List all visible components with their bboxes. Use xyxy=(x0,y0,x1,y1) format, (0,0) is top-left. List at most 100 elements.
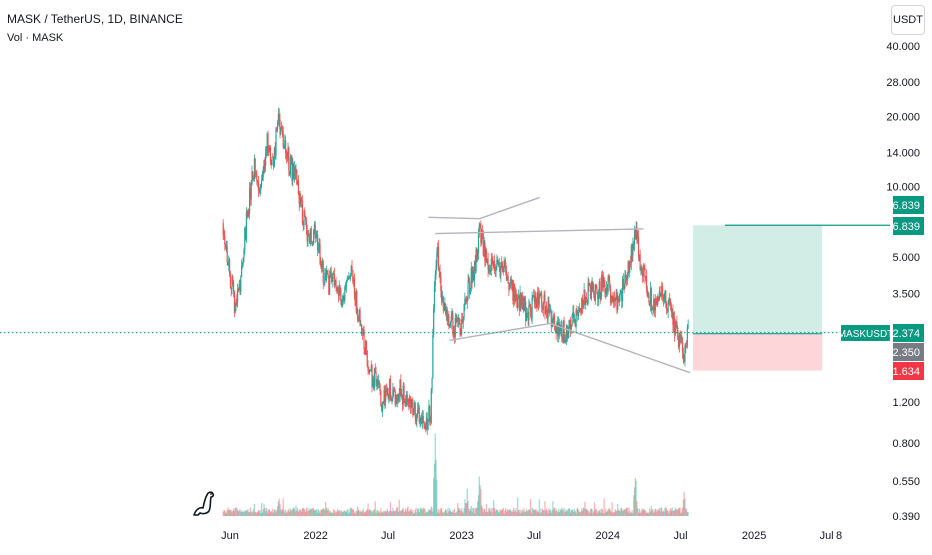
candle-body xyxy=(296,170,298,185)
volume-bar xyxy=(439,509,441,516)
volume-bar xyxy=(554,510,556,516)
candle-body xyxy=(658,291,660,301)
candle-body xyxy=(437,246,439,253)
volume-bar xyxy=(649,508,651,516)
volume-bar xyxy=(397,507,399,516)
candle-body xyxy=(319,243,321,264)
candle-body xyxy=(269,146,272,161)
candle-body xyxy=(684,346,686,362)
volume-bar xyxy=(441,508,443,516)
currency-button[interactable]: USDT xyxy=(891,5,925,35)
volume-bar xyxy=(568,508,570,516)
candle-body xyxy=(635,226,637,240)
volume-bar xyxy=(682,499,684,516)
candle-body xyxy=(290,156,292,159)
volume-bar xyxy=(654,508,656,516)
candle-body xyxy=(438,267,440,272)
last-price-text: 2.374 xyxy=(892,328,920,340)
candle-body xyxy=(662,296,664,300)
candle-body xyxy=(587,283,589,304)
candle-body xyxy=(385,389,387,402)
candle-body xyxy=(374,368,376,373)
candle-body xyxy=(253,158,256,179)
candle-body xyxy=(687,325,689,327)
candle-body xyxy=(440,276,442,292)
volume-indicator-label[interactable]: Vol · MASK xyxy=(7,32,64,44)
volume-bar xyxy=(481,505,483,516)
candle-body xyxy=(468,280,470,282)
candle-body xyxy=(631,246,633,256)
volume-bar xyxy=(415,507,417,516)
candle-body xyxy=(365,340,368,351)
volume-bar xyxy=(485,511,487,516)
volume-bar xyxy=(381,513,384,516)
candle-body xyxy=(281,126,284,132)
candle-body xyxy=(641,273,644,277)
volume-bar xyxy=(437,512,439,516)
volume-bar xyxy=(281,509,284,516)
candle-body xyxy=(350,266,352,276)
volume-bar xyxy=(584,501,586,516)
candle-body xyxy=(488,268,490,270)
candle-body xyxy=(403,385,405,399)
candle-body xyxy=(609,287,612,303)
candle-body xyxy=(582,303,584,307)
candle-body xyxy=(385,389,388,393)
volume-bar xyxy=(437,509,440,516)
volume-bar xyxy=(268,510,270,516)
candle-body xyxy=(367,365,369,371)
wedge-lower-line xyxy=(549,322,691,374)
candle-body xyxy=(522,297,524,309)
volume-bar xyxy=(286,511,288,516)
candle-body xyxy=(598,281,600,297)
volume-bar xyxy=(423,508,425,516)
candle-body xyxy=(435,265,437,275)
volume-bar xyxy=(673,510,675,516)
candle-body xyxy=(627,261,629,277)
candle-body xyxy=(344,287,346,300)
volume-bar xyxy=(357,506,359,516)
volume-bar xyxy=(249,507,252,516)
volume-bar xyxy=(355,510,357,516)
volume-bar xyxy=(569,508,571,516)
candle-body xyxy=(356,291,358,315)
volume-bar xyxy=(267,509,269,516)
candle-body xyxy=(263,160,265,169)
volume-bar xyxy=(383,511,385,516)
candle-body xyxy=(282,131,284,147)
volume-bar xyxy=(528,509,530,516)
volume-bar xyxy=(403,511,405,516)
candle-body xyxy=(325,270,328,281)
candle-body xyxy=(494,269,496,272)
volume-bar xyxy=(675,509,677,516)
volume-bar xyxy=(385,510,387,516)
candle-body xyxy=(418,407,420,423)
volume-bar xyxy=(371,510,373,516)
volume-bar xyxy=(669,510,671,516)
candle-body xyxy=(463,304,465,318)
volume-bar xyxy=(508,510,510,516)
volume-bar xyxy=(335,510,337,516)
volume-bar xyxy=(506,509,508,516)
volume-bar xyxy=(545,510,547,516)
volume-bar xyxy=(633,487,636,516)
channel-lower-line xyxy=(449,322,551,342)
candle-body xyxy=(685,345,688,347)
volume-bar xyxy=(349,512,351,516)
volume-bar xyxy=(248,512,250,516)
candle-body xyxy=(644,267,646,278)
volume-bar xyxy=(246,510,248,516)
volume-bar xyxy=(612,512,614,516)
volume-bar xyxy=(425,511,428,516)
volume-bar xyxy=(298,510,300,516)
volume-bar xyxy=(668,512,670,516)
volume-bar xyxy=(391,511,393,516)
volume-bar xyxy=(549,510,551,516)
volume-bar xyxy=(509,509,512,516)
volume-bar xyxy=(630,512,632,516)
candle-body xyxy=(667,302,669,312)
volume-bar xyxy=(517,497,519,516)
candle-body xyxy=(224,244,227,248)
